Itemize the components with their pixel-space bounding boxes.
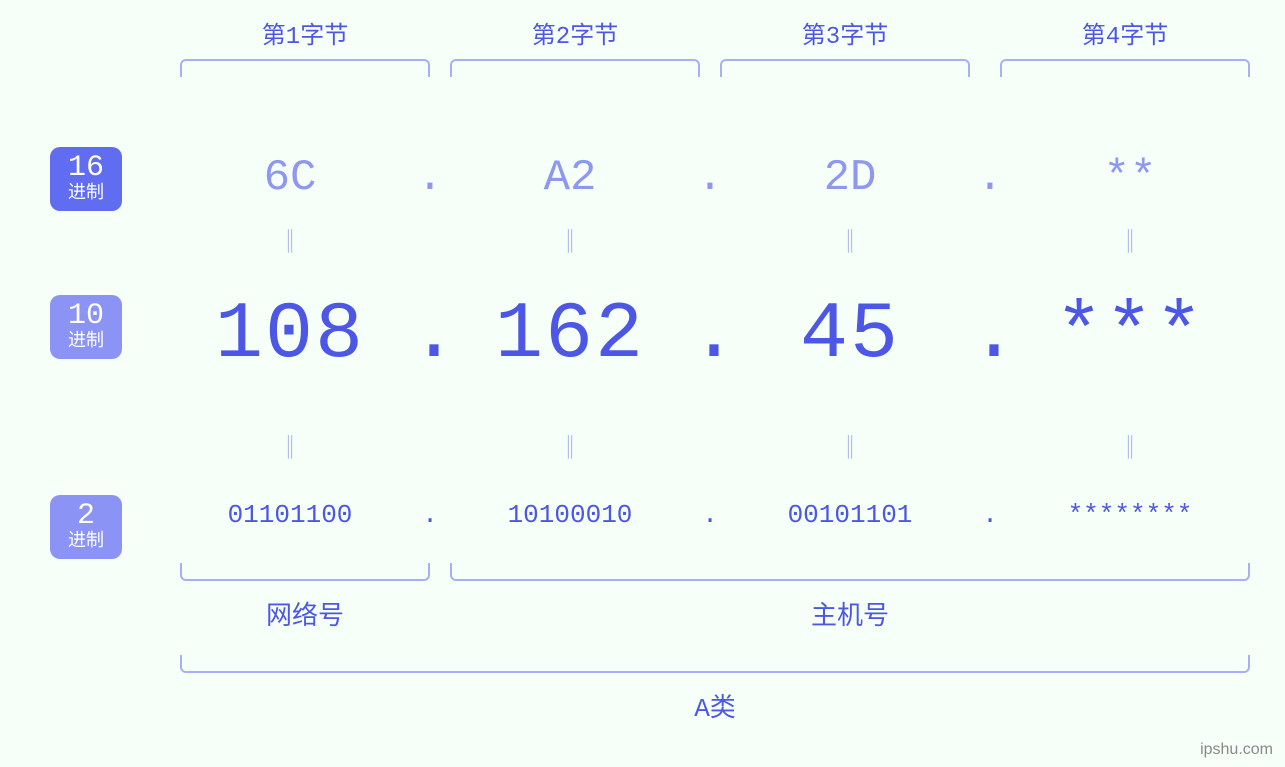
watermark: ipshu.com xyxy=(1200,741,1273,759)
bracket-bottom-icon xyxy=(180,563,430,581)
bracket-top-icon xyxy=(1000,59,1250,77)
bracket-top-icon xyxy=(180,59,430,77)
dec-byte: 162 xyxy=(450,290,690,381)
bracket-bottom-icon xyxy=(180,655,1250,673)
hex-byte: ** xyxy=(1010,153,1250,203)
dec-byte: *** xyxy=(1010,290,1250,381)
bracket-top-icon xyxy=(720,59,970,77)
base-badge-bin: 2 进制 xyxy=(50,495,122,559)
byte-header-1: 第1字节 xyxy=(180,15,430,77)
byte-header-2: 第2字节 xyxy=(450,15,700,77)
equals-icon: 𝄁 xyxy=(730,227,970,262)
byte-label: 第1字节 xyxy=(180,15,430,51)
hex-row: 6C . A2 . 2D . ** xyxy=(170,153,1250,203)
base-txt: 进制 xyxy=(50,333,122,351)
host-label: 主机号 xyxy=(450,595,1250,632)
byte-label: 第2字节 xyxy=(450,15,700,51)
dec-byte: 45 xyxy=(730,290,970,381)
dec-row: 108 . 162 . 45 . *** xyxy=(170,290,1250,381)
base-num: 2 xyxy=(50,501,122,531)
bin-byte: 01101100 xyxy=(170,500,410,530)
base-num: 10 xyxy=(50,301,122,331)
base-txt: 进制 xyxy=(50,533,122,551)
bracket-bottom-icon xyxy=(450,563,1250,581)
bin-byte: ******** xyxy=(1010,500,1250,530)
dot-sep: . xyxy=(690,290,730,381)
dot-sep: . xyxy=(410,290,450,381)
hex-byte: 6C xyxy=(170,153,410,203)
base-badge-hex: 16 进制 xyxy=(50,147,122,211)
byte-header-3: 第3字节 xyxy=(720,15,970,77)
equals-icon: 𝄁 xyxy=(1010,433,1250,468)
byte-header-4: 第4字节 xyxy=(1000,15,1250,77)
equals-icon: 𝄁 xyxy=(170,433,410,468)
dot-sep: . xyxy=(970,500,1010,530)
network-label: 网络号 xyxy=(180,595,430,632)
equals-icon: 𝄁 xyxy=(450,433,690,468)
base-txt: 进制 xyxy=(50,185,122,203)
bracket-top-icon xyxy=(450,59,700,77)
byte-label: 第3字节 xyxy=(720,15,970,51)
base-badge-dec: 10 进制 xyxy=(50,295,122,359)
base-num: 16 xyxy=(50,153,122,183)
bin-byte: 00101101 xyxy=(730,500,970,530)
hex-byte: A2 xyxy=(450,153,690,203)
byte-label: 第4字节 xyxy=(1000,15,1250,51)
dot-sep: . xyxy=(690,153,730,203)
dot-sep: . xyxy=(410,500,450,530)
bin-byte: 10100010 xyxy=(450,500,690,530)
hex-byte: 2D xyxy=(730,153,970,203)
dot-sep: . xyxy=(970,153,1010,203)
dot-sep: . xyxy=(690,500,730,530)
equals-icon: 𝄁 xyxy=(450,227,690,262)
dot-sep: . xyxy=(970,290,1010,381)
class-label: A类 xyxy=(180,687,1250,724)
equals-icon: 𝄁 xyxy=(1010,227,1250,262)
equals-icon: 𝄁 xyxy=(170,227,410,262)
equals-icon: 𝄁 xyxy=(730,433,970,468)
dot-sep: . xyxy=(410,153,450,203)
dec-byte: 108 xyxy=(170,290,410,381)
bin-row: 01101100 . 10100010 . 00101101 . *******… xyxy=(170,500,1250,530)
equals-row: 𝄁 . 𝄁 . 𝄁 . 𝄁 xyxy=(170,227,1250,262)
equals-row: 𝄁 . 𝄁 . 𝄁 . 𝄁 xyxy=(170,433,1250,468)
